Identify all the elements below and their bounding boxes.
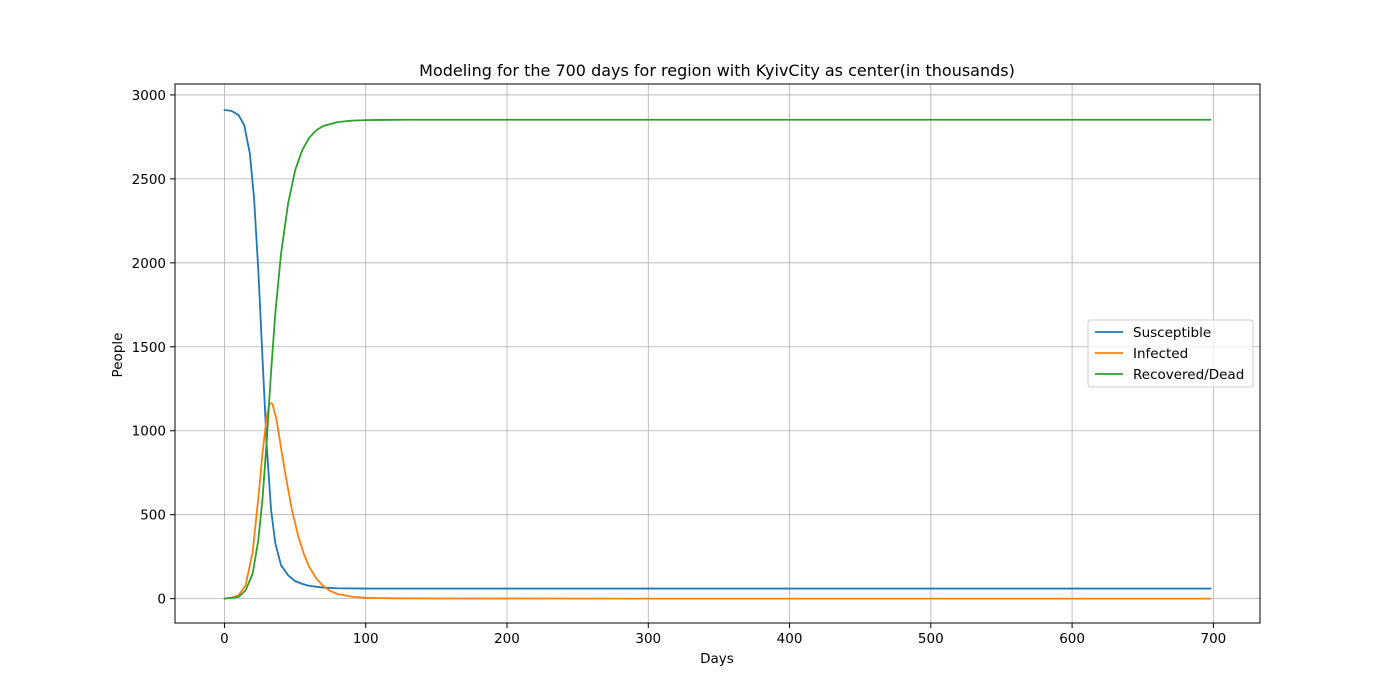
y-tick-label: 2500 [132,172,166,188]
x-tick-label: 300 [635,631,661,647]
x-tick-label: 600 [1059,631,1085,647]
x-axis-label: Days [700,651,734,667]
legend-label-infected: Infected [1133,346,1188,362]
x-tick-label: 0 [220,631,229,647]
x-tick-label: 500 [918,631,944,647]
axis-ticks: 0 100 200 300 400 500 600 700 0 500 1000 1500 2000 25… [132,88,1227,647]
grid-lines [175,84,1260,623]
y-tick-label: 500 [140,508,166,524]
y-tick-label: 1000 [132,424,166,440]
x-tick-label: 200 [494,631,520,647]
x-tick-label: 100 [353,631,379,647]
y-tick-label: 3000 [132,88,166,104]
legend-box [1087,319,1254,388]
legend-label-recovered-dead: Recovered/Dead [1133,367,1244,383]
legend: Susceptible Infected Recovered/Dead [1087,319,1254,388]
y-tick-label: 1500 [132,340,166,356]
series-lines [223,109,1212,600]
series-line-recovered-dead [223,118,1212,600]
legend-label-susceptible: Susceptible [1133,325,1211,341]
x-tick-label: 700 [1200,631,1226,647]
y-tick-label: 0 [157,592,166,608]
chart-title: Modeling for the 700 days for region wit… [419,61,1015,80]
series-line-susceptible [223,109,1212,590]
y-tick-label: 2000 [132,256,166,272]
plot-frame [174,83,1261,624]
series-line-infected [223,402,1212,600]
y-axis-label: People [110,333,126,378]
x-tick-label: 400 [777,631,803,647]
